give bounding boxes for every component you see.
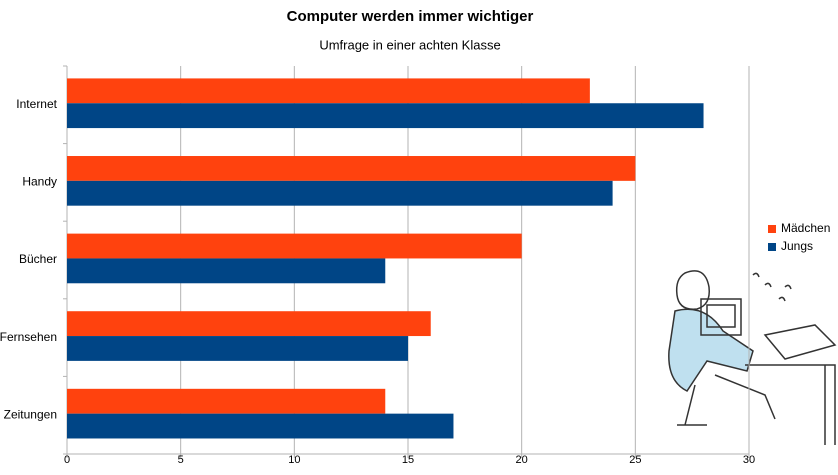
bar [67,258,386,284]
chart-title: Computer werden immer wichtiger [287,8,534,25]
bar [67,233,522,259]
bar [67,156,636,181]
y-tick-label: Fernsehen [0,330,57,344]
x-tick-label: 10 [288,454,300,466]
x-tick-label: 30 [743,454,755,466]
x-tick-label: 20 [516,454,528,466]
y-tick-label: Zeitungen [4,407,57,421]
bar [67,103,704,129]
chart-subtitle: Umfrage in einer achten Klasse [319,37,500,52]
bar [67,336,408,361]
y-tick-label: Internet [16,97,57,111]
legend-swatch [768,243,776,251]
y-tick-label: Bücher [19,252,57,266]
bar [67,388,386,414]
x-tick-label: 0 [64,454,70,466]
legend-label: Jungs [781,239,813,253]
bar [67,413,454,439]
clipart [668,270,837,445]
x-tick-label: 25 [629,454,641,466]
bar [67,180,613,206]
legend-swatch [768,225,776,233]
x-tick-label: 15 [402,454,414,466]
y-tick-label: Handy [22,175,57,189]
bar [67,311,431,337]
bar [67,78,590,104]
legend-label: Mädchen [781,221,830,235]
x-tick-label: 5 [178,454,184,466]
